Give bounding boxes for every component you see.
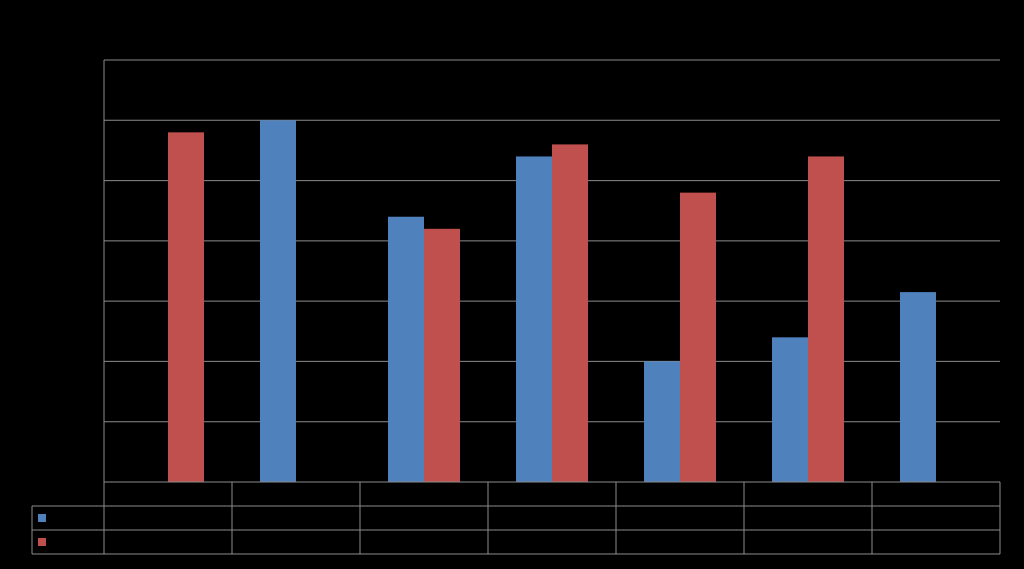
bar (552, 144, 588, 482)
bar (680, 192, 716, 482)
bar (644, 361, 680, 482)
bar (516, 156, 552, 482)
bar (388, 216, 424, 482)
bar (424, 228, 460, 482)
bar (168, 132, 204, 483)
legend-swatch (38, 538, 46, 546)
bar (772, 337, 808, 482)
bar (808, 156, 844, 482)
legend-swatch (38, 514, 46, 522)
bar (900, 292, 936, 482)
bar (260, 120, 296, 483)
